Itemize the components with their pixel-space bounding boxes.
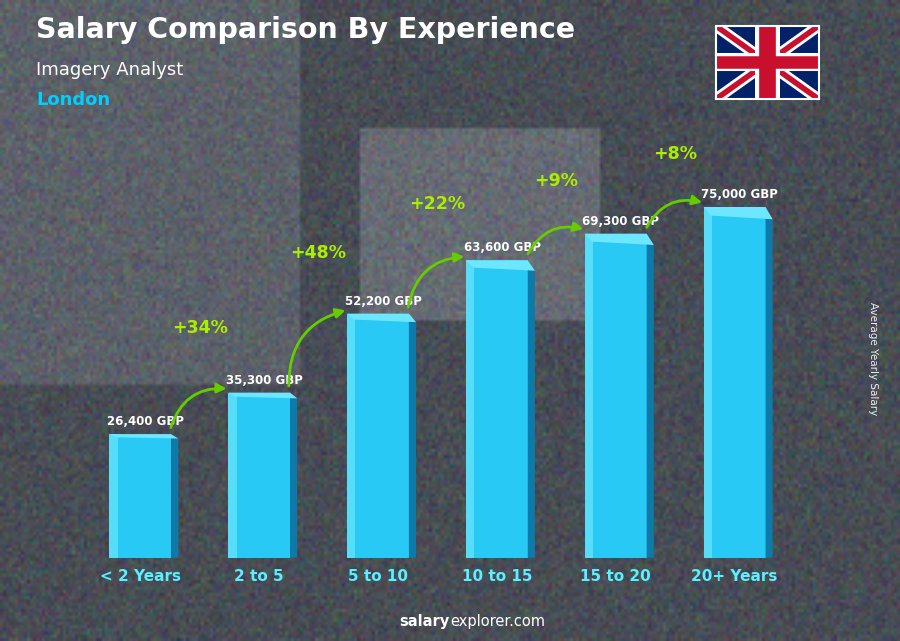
Polygon shape (110, 434, 118, 558)
Text: Average Yearly Salary: Average Yearly Salary (868, 303, 878, 415)
Text: 63,600 GBP: 63,600 GBP (464, 242, 541, 254)
Polygon shape (466, 260, 535, 271)
Polygon shape (585, 234, 646, 558)
Text: Imagery Analyst: Imagery Analyst (36, 61, 184, 79)
Polygon shape (229, 393, 237, 558)
Text: salary: salary (400, 615, 450, 629)
Text: +8%: +8% (653, 146, 698, 163)
Polygon shape (585, 234, 653, 245)
Polygon shape (704, 207, 712, 558)
Text: 69,300 GBP: 69,300 GBP (582, 215, 660, 228)
Polygon shape (110, 434, 178, 438)
Polygon shape (347, 313, 416, 322)
Polygon shape (229, 393, 290, 558)
Text: +9%: +9% (535, 172, 579, 190)
Polygon shape (466, 260, 474, 558)
Text: 35,300 GBP: 35,300 GBP (226, 374, 302, 387)
Text: +34%: +34% (172, 319, 228, 337)
Polygon shape (646, 234, 653, 558)
Text: London: London (36, 91, 110, 109)
Polygon shape (704, 207, 766, 558)
Polygon shape (347, 313, 356, 558)
Text: 75,000 GBP: 75,000 GBP (701, 188, 778, 201)
Text: +22%: +22% (410, 195, 465, 213)
Polygon shape (585, 234, 593, 558)
Text: 52,200 GBP: 52,200 GBP (345, 295, 421, 308)
Polygon shape (290, 393, 297, 558)
Polygon shape (527, 260, 535, 558)
Polygon shape (466, 260, 527, 558)
Polygon shape (229, 393, 297, 399)
Polygon shape (110, 434, 171, 558)
Polygon shape (766, 207, 772, 558)
Text: explorer.com: explorer.com (450, 615, 545, 629)
Polygon shape (409, 313, 416, 558)
Text: +48%: +48% (291, 244, 346, 262)
Text: Salary Comparison By Experience: Salary Comparison By Experience (36, 16, 575, 44)
Polygon shape (347, 313, 409, 558)
Polygon shape (171, 434, 178, 558)
Polygon shape (704, 207, 772, 219)
Text: 26,400 GBP: 26,400 GBP (107, 415, 184, 428)
